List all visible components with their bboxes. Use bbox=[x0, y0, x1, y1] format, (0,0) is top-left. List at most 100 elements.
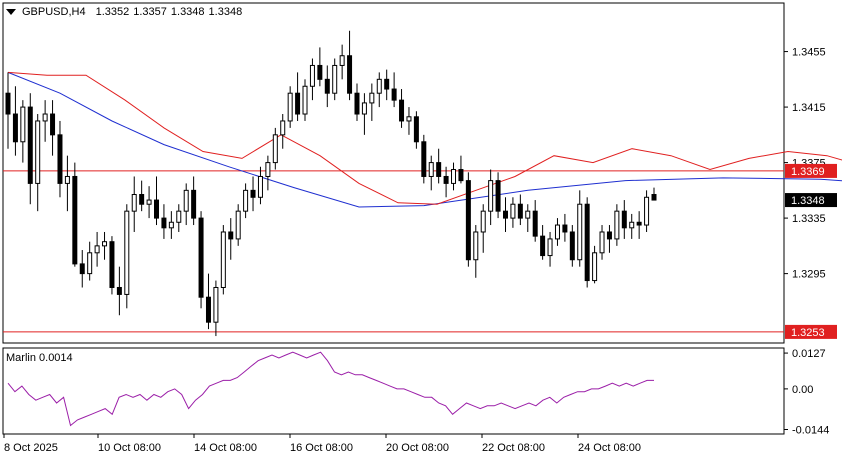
candle-bull bbox=[406, 116, 412, 122]
candle-bull bbox=[302, 85, 308, 115]
low-value: 1.3348 bbox=[170, 6, 205, 18]
candle-bear bbox=[606, 231, 612, 240]
level-price-badge bbox=[785, 163, 837, 178]
candle-bear bbox=[154, 199, 160, 219]
candle-bull bbox=[369, 92, 375, 104]
candle-bear bbox=[205, 296, 211, 323]
indicator-frame bbox=[2, 347, 785, 435]
candle-bear bbox=[413, 116, 419, 143]
candle-bull bbox=[428, 162, 434, 177]
candle-bull bbox=[287, 92, 293, 122]
time-tick-label: 22 Oct 08:00 bbox=[482, 442, 545, 454]
candle-bull bbox=[599, 231, 605, 254]
candle-bear bbox=[79, 263, 85, 275]
ma-slow-line bbox=[7, 71, 842, 208]
candle-bull bbox=[102, 241, 108, 247]
candle-bull bbox=[592, 252, 598, 282]
candle-bear bbox=[57, 134, 63, 184]
candle-bull bbox=[629, 221, 635, 229]
candle-bear bbox=[436, 162, 442, 177]
time-tick-label: 14 Oct 08:00 bbox=[194, 442, 257, 454]
price-tick-label: 1.3455 bbox=[792, 47, 826, 59]
time-tick-label: 24 Oct 08:00 bbox=[578, 442, 641, 454]
candle-bull bbox=[614, 210, 620, 240]
candle-bear bbox=[391, 88, 397, 101]
indicator-label: Marlin 0.0014 bbox=[6, 352, 73, 364]
candle-bull bbox=[280, 120, 286, 136]
candle-bull bbox=[235, 210, 241, 240]
current-price-badge bbox=[785, 193, 837, 208]
time-tick-label: 20 Oct 08:00 bbox=[386, 442, 449, 454]
candle-bear bbox=[191, 189, 197, 219]
indicator-tick-label: -0.0144 bbox=[792, 424, 829, 436]
candle-bull bbox=[480, 210, 486, 233]
candle-bull bbox=[168, 221, 174, 229]
candle-bear bbox=[12, 113, 18, 143]
price-tick-label: 1.3335 bbox=[792, 213, 826, 225]
candle-bear bbox=[584, 203, 590, 282]
candle-bear bbox=[465, 180, 471, 261]
candle-bull bbox=[525, 210, 531, 219]
high-value: 1.3357 bbox=[133, 6, 167, 18]
time-tick-label: 16 Oct 08:00 bbox=[290, 442, 353, 454]
candle-bear bbox=[198, 217, 204, 298]
candle-bear bbox=[540, 235, 546, 257]
candle-bear bbox=[27, 106, 33, 184]
candle-bear bbox=[116, 286, 122, 295]
candle-bull bbox=[339, 55, 345, 66]
time-tick-label: 8 Oct 2025 bbox=[4, 442, 58, 454]
level-price-label: 1.3253 bbox=[791, 327, 825, 339]
candle-bear bbox=[495, 180, 501, 212]
candle-bull bbox=[131, 194, 137, 212]
candle-bear bbox=[517, 203, 523, 219]
candle-bear bbox=[384, 78, 390, 90]
candle-bear bbox=[621, 210, 627, 229]
price-tick-label: 1.3295 bbox=[792, 269, 826, 281]
candle-bull bbox=[361, 102, 367, 115]
candle-bear bbox=[295, 92, 301, 115]
price-tick-label: 1.3415 bbox=[792, 102, 826, 114]
candle-bull bbox=[451, 169, 457, 184]
candle-bear bbox=[228, 231, 234, 240]
marlin-line bbox=[7, 351, 654, 427]
candle-bear bbox=[651, 194, 657, 201]
candle-bear bbox=[532, 210, 538, 237]
time-tick-label: 10 Oct 08:00 bbox=[98, 442, 161, 454]
candle-bull bbox=[257, 175, 263, 198]
candle-bull bbox=[35, 120, 41, 184]
candle-bear bbox=[421, 141, 427, 177]
candle-bull bbox=[510, 203, 516, 219]
level-price-label: 1.3369 bbox=[791, 166, 825, 178]
open-value: 1.3352 bbox=[95, 6, 130, 18]
ma-fast-line bbox=[7, 71, 842, 205]
candle-bear bbox=[569, 231, 575, 261]
candle-bear bbox=[139, 194, 145, 205]
candle-bear bbox=[50, 113, 56, 136]
candle-bull bbox=[473, 231, 479, 261]
symbol-label: GBPUSD,H4 bbox=[22, 6, 86, 18]
candle-bull bbox=[376, 78, 382, 94]
indicator-name: Marlin bbox=[6, 352, 36, 364]
candle-bull bbox=[243, 189, 249, 212]
current-price-label: 1.3348 bbox=[791, 195, 825, 207]
dropdown-triangle-icon[interactable] bbox=[6, 9, 16, 15]
candle-bear bbox=[636, 221, 642, 226]
candle-bull bbox=[87, 252, 93, 275]
candle-bull bbox=[309, 64, 315, 87]
candle-bull bbox=[146, 199, 152, 205]
candle-bull bbox=[213, 286, 219, 323]
candle-bull bbox=[272, 134, 278, 164]
candle-bull bbox=[488, 180, 494, 212]
level-price-badge bbox=[785, 324, 837, 339]
candle-bull bbox=[42, 113, 48, 122]
indicator-value: 0.0014 bbox=[39, 352, 73, 364]
candle-bear bbox=[317, 64, 323, 80]
candle-bull bbox=[64, 175, 70, 184]
candle-bear bbox=[399, 99, 405, 122]
candle-bear bbox=[72, 175, 78, 265]
candle-bear bbox=[161, 217, 167, 229]
candle-bull bbox=[183, 189, 189, 212]
candle-bull bbox=[554, 224, 560, 240]
candle-bull bbox=[265, 162, 271, 177]
